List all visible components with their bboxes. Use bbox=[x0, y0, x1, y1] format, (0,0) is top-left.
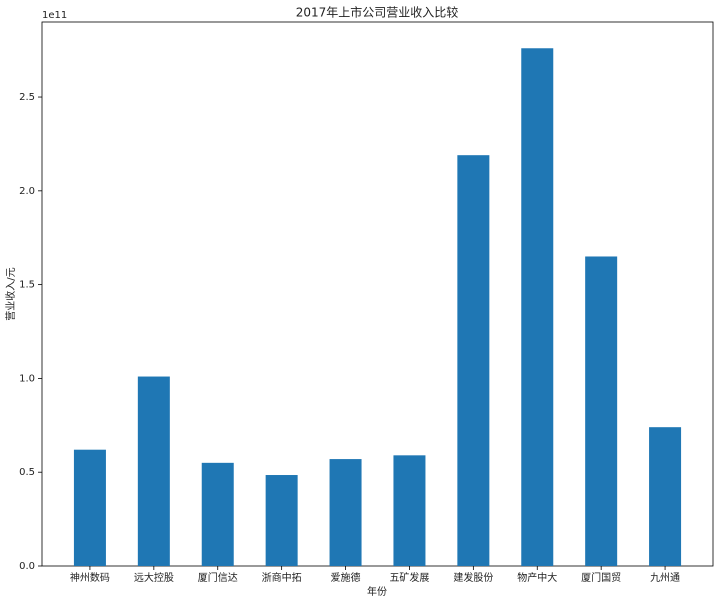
x-tick-label: 五矿发展 bbox=[389, 571, 429, 584]
x-tick-label: 神州数码 bbox=[70, 571, 110, 584]
bar bbox=[201, 462, 234, 566]
y-tick-label: 0.5 bbox=[19, 467, 35, 478]
bar bbox=[457, 155, 490, 566]
bar bbox=[649, 427, 682, 566]
bar bbox=[137, 376, 170, 566]
y-tick-label: 1.5 bbox=[19, 280, 35, 291]
x-tick-label: 九州通 bbox=[650, 572, 680, 584]
plot-frame bbox=[41, 21, 714, 567]
y-axis-label: 营业收入/元 bbox=[4, 267, 17, 320]
y-tick-label: 2.0 bbox=[19, 186, 35, 197]
offset-text: 1e11 bbox=[42, 10, 67, 21]
x-tick-label: 建发股份 bbox=[453, 571, 493, 584]
bar bbox=[329, 459, 362, 566]
y-tick-label: 0.0 bbox=[19, 561, 35, 572]
x-tick-label: 物产中大 bbox=[517, 571, 557, 584]
bar bbox=[393, 455, 426, 566]
bar bbox=[265, 475, 298, 566]
bar bbox=[73, 449, 106, 566]
x-axis-label: 年份 bbox=[367, 585, 387, 598]
x-tick-label: 远大控股 bbox=[134, 571, 174, 584]
chart-title: 2017年上市公司营业收入比较 bbox=[296, 5, 459, 20]
y-tick-label: 2.5 bbox=[19, 92, 35, 103]
x-tick-label: 厦门信达 bbox=[198, 571, 238, 584]
x-tick-label: 浙商中拓 bbox=[262, 571, 302, 584]
x-tick-label: 厦门国贸 bbox=[581, 571, 621, 584]
x-tick-label: 爱施德 bbox=[331, 571, 361, 584]
bar bbox=[585, 256, 618, 566]
bar bbox=[521, 48, 554, 566]
y-tick-label: 1.0 bbox=[19, 373, 35, 384]
